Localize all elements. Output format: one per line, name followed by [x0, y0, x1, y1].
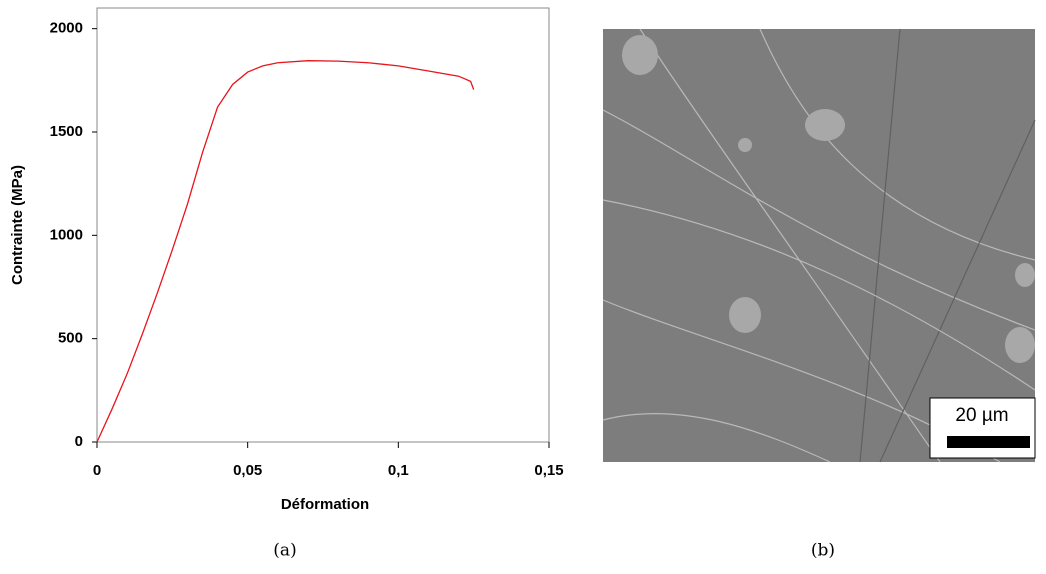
caption: (a): [273, 541, 296, 561]
scale-bar-label: 20 µm: [955, 405, 1008, 426]
plot-frame: [96, 7, 550, 443]
y-tick-label: 0: [75, 433, 83, 450]
data-line: [96, 60, 475, 443]
x-axis-label: Déformation: [281, 496, 369, 513]
y-tick-label: 1500: [50, 123, 83, 140]
sem-image: 20 µm: [602, 28, 1036, 463]
y-tick-label: 500: [58, 330, 83, 347]
x-tick-label: 0,05: [233, 462, 262, 479]
caption: (b): [811, 541, 835, 561]
x-tick-label: 0,1: [388, 462, 409, 479]
x-tick-label: 0,15: [534, 462, 563, 479]
y-tick-label: 2000: [50, 20, 83, 37]
y-tick-label: 1000: [50, 226, 83, 243]
x-tick-label: 0: [93, 462, 101, 479]
y-axis-label: Contrainte (MPa): [9, 165, 26, 285]
